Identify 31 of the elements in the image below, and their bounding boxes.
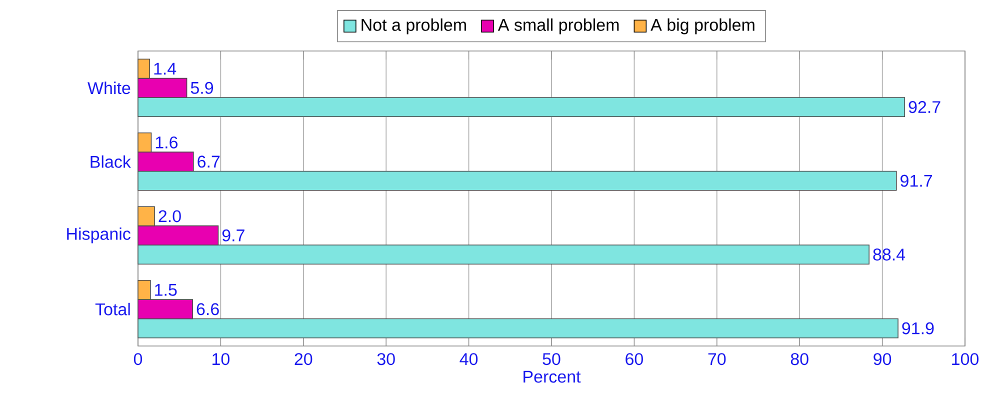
data-label: 2.0 — [158, 210, 181, 222]
x-tick-label: 50 — [542, 353, 560, 366]
data-label: 6.6 — [196, 303, 219, 316]
x-tick-label: 30 — [377, 353, 395, 366]
legend-label: Not a problem — [362, 18, 466, 34]
legend-label: A small problem — [498, 18, 619, 34]
data-label: 88.4 — [873, 248, 906, 261]
legend-label: A big problem — [650, 18, 754, 34]
data-label: 91.7 — [900, 174, 932, 187]
x-tick-label: 40 — [460, 353, 478, 366]
y-tick-label: Black — [90, 155, 131, 168]
data-label: 1.5 — [155, 284, 177, 296]
y-tick-label: White — [88, 82, 130, 94]
x-tick-label: 70 — [708, 353, 726, 366]
x-tick-label: 90 — [874, 353, 892, 366]
data-label: 92.7 — [908, 101, 940, 114]
x-tick-label: 0 — [134, 353, 142, 366]
x-tick-label: 80 — [790, 353, 808, 366]
data-label: 91.9 — [902, 322, 934, 334]
x-tick-label: 100 — [952, 353, 979, 366]
x-tick-label: 60 — [626, 353, 643, 366]
data-label: 9.7 — [222, 229, 244, 242]
data-label: 5.9 — [190, 82, 214, 94]
y-tick-label: Hispanic — [67, 227, 130, 244]
y-tick-label: Total — [95, 302, 130, 316]
data-label: 1.6 — [156, 136, 178, 148]
x-tick-label: 10 — [212, 353, 230, 366]
x-tick-label: 20 — [294, 353, 312, 366]
x-axis-title: Percent — [524, 370, 581, 383]
data-label: 6.7 — [198, 156, 220, 168]
data-label: 1.4 — [154, 62, 176, 75]
